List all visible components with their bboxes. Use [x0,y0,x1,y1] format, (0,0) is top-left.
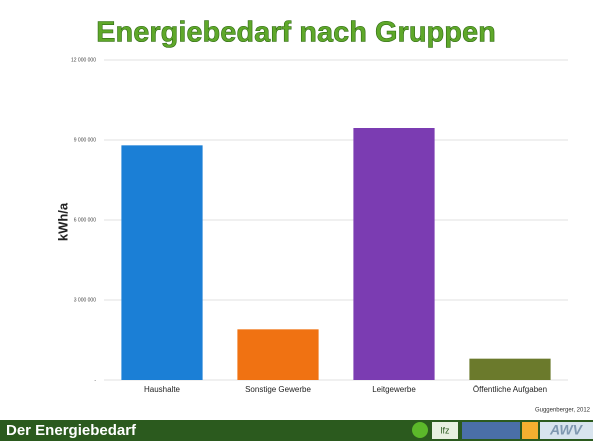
x-tick-label: Haushalte [144,385,181,394]
logo-box [432,422,458,439]
y-tick-label: - [94,377,96,383]
y-axis-label: kWh/a [55,202,70,241]
chart-title: Energiebedarf nach Gruppen [96,17,496,49]
bar [469,358,551,380]
logo-icon [412,422,428,438]
logo-box [522,422,538,439]
y-tick-label: 3 000 000 [74,297,96,303]
bar [121,145,203,380]
x-tick-label: Leitgewerbe [372,385,416,394]
logo: AWV [549,422,584,438]
footer-title: Der Energiebedarf [6,422,137,439]
x-tick-label: Sonstige Gewerbe [245,385,311,394]
logo: lfz [441,425,451,435]
logo-box [462,422,520,439]
y-tick-label: 12 000 000 [71,57,96,63]
x-tick-label: Öffentliche Aufgaben [473,385,547,394]
bar [237,329,319,380]
credit: Guggenberger, 2012 [535,408,591,414]
y-tick-label: 9 000 000 [74,137,96,143]
logo-box [540,422,593,439]
bar [353,128,435,380]
y-tick-label: 6 000 000 [74,217,96,223]
